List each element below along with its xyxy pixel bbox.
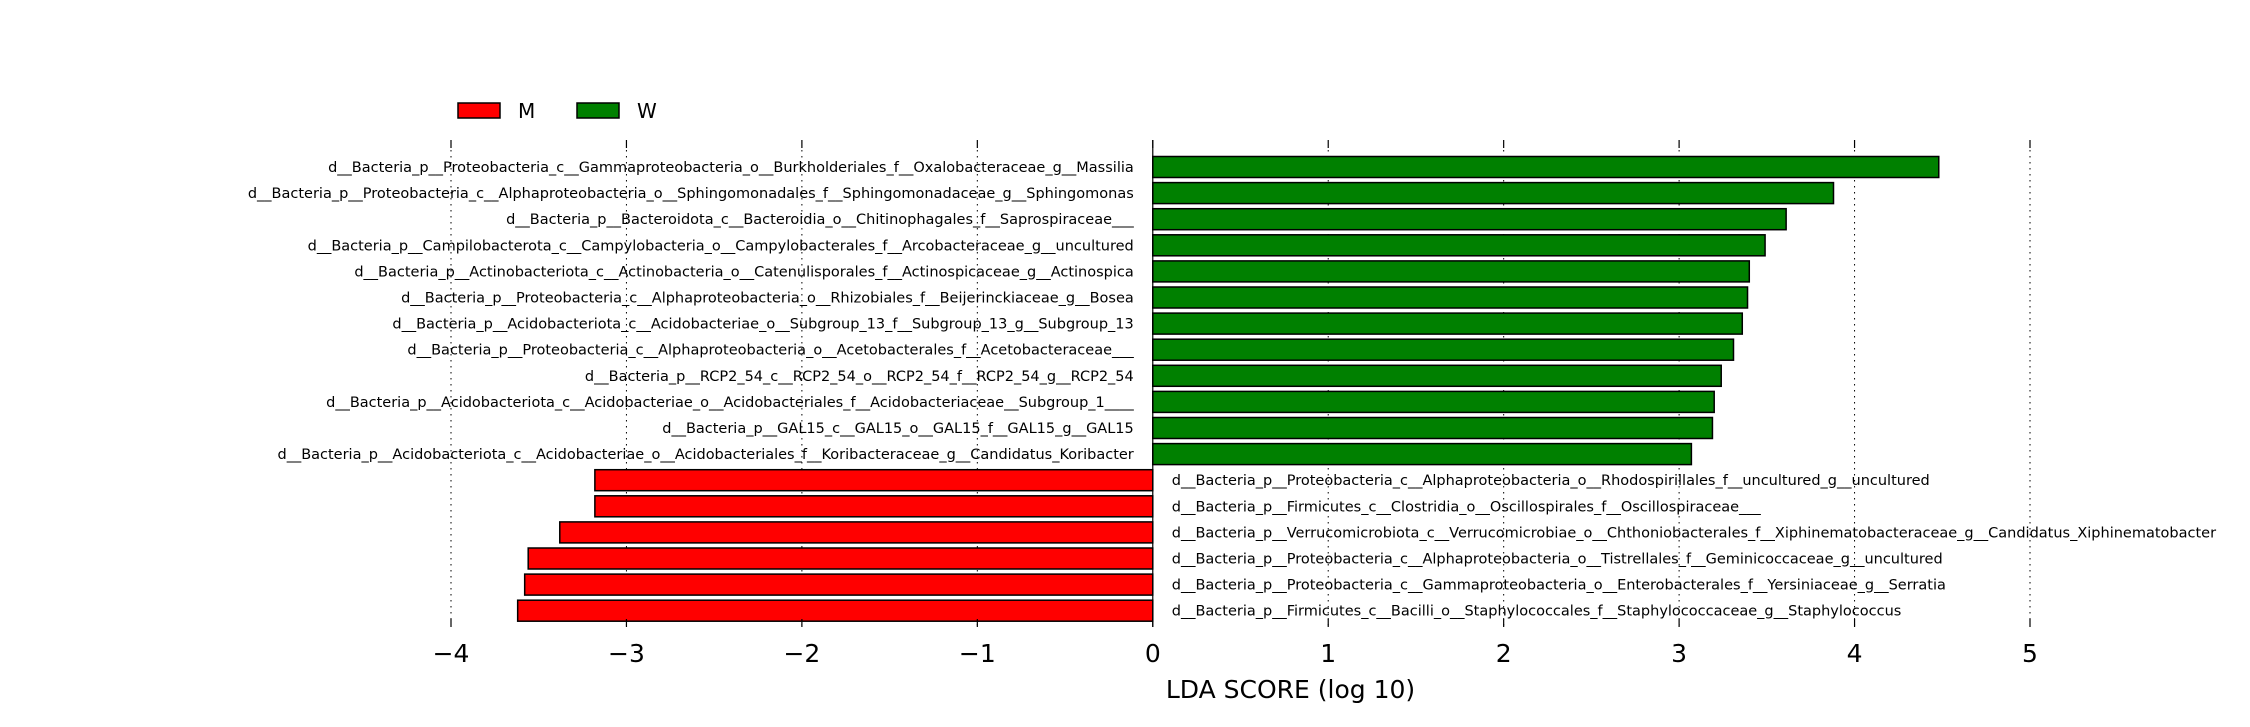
bar-label: d__Bacteria_p__Firmicutes_c__Clostridia_… xyxy=(1172,499,1762,515)
bar xyxy=(1152,207,1787,231)
tick-label: 1 xyxy=(1320,639,1336,668)
bar xyxy=(594,468,1154,492)
bar-label: d__Bacteria_p__Verrucomicrobiota_c__Verr… xyxy=(1172,525,2216,541)
tick-label: −3 xyxy=(608,639,645,668)
bar-label: d__Bacteria_p__GAL15_c__GAL15_o__GAL15_f… xyxy=(662,421,1134,437)
bar-label: d__Bacteria_p__Proteobacteria_c__Alphapr… xyxy=(248,186,1134,202)
bar xyxy=(527,547,1154,570)
bar xyxy=(1152,260,1751,283)
x-axis: −4 −3 −2 −1 0 1 2 3 4 5 xyxy=(433,140,2038,668)
bar xyxy=(594,495,1154,518)
bar xyxy=(1152,442,1693,466)
bar xyxy=(516,599,1154,622)
bar-label: d__Bacteria_p__Actinobacteriota_c__Actin… xyxy=(354,264,1133,280)
tick-label: 0 xyxy=(1145,639,1161,668)
legend-label: M xyxy=(518,99,535,123)
bar-label: d__Bacteria_p__Acidobacteriota_c__Acidob… xyxy=(326,395,1134,411)
bar-label: d__Bacteria_p__Acidobacteriota_c__Acidob… xyxy=(392,317,1133,333)
bar xyxy=(559,521,1154,544)
bar xyxy=(1152,390,1715,414)
tick-label: −2 xyxy=(783,639,820,668)
bar xyxy=(1152,286,1749,309)
bar-label: d__Bacteria_p__Acidobacteriota_c__Acidob… xyxy=(277,447,1133,463)
bar-label: d__Bacteria_p__Bacteroidota_c__Bacteroid… xyxy=(506,212,1134,228)
tick-label: −4 xyxy=(433,639,470,668)
tick-label: 5 xyxy=(2022,639,2038,668)
bar xyxy=(523,573,1154,596)
bar-label: d__Bacteria_p__Proteobacteria_c__Gammapr… xyxy=(328,160,1134,176)
bar xyxy=(1152,364,1722,388)
bar-labels: d__Bacteria_p__Proteobacteria_c__Gammapr… xyxy=(248,160,2216,620)
legend-swatch xyxy=(457,102,501,119)
bar-label: d__Bacteria_p__Proteobacteria_c__Alphapr… xyxy=(401,291,1134,307)
bar-label: d__Bacteria_p__Proteobacteria_c__Alphapr… xyxy=(407,343,1134,359)
bar-label: d__Bacteria_p__Firmicutes_c__Bacilli_o__… xyxy=(1172,604,1902,620)
bar xyxy=(1152,155,1940,179)
bar-label: d__Bacteria_p__Proteobacteria_c__Gammapr… xyxy=(1172,578,1946,594)
bar-label: d__Bacteria_p__Proteobacteria_c__Alphapr… xyxy=(1172,473,1930,489)
tick-label: −1 xyxy=(959,639,996,668)
tick-label: 4 xyxy=(1847,639,1863,668)
bar xyxy=(1152,181,1835,205)
bar-label: d__Bacteria_p__Campilobacterota_c__Campy… xyxy=(308,238,1134,254)
bars xyxy=(516,155,1940,622)
tick-label: 2 xyxy=(1496,639,1512,668)
legend-swatch xyxy=(576,102,620,119)
bar xyxy=(1152,338,1735,361)
bar xyxy=(1152,416,1714,440)
bar-label: d__Bacteria_p__Proteobacteria_c__Alphapr… xyxy=(1172,552,1943,568)
x-axis-title: LDA SCORE (log 10) xyxy=(1166,675,1415,704)
legend-label: W xyxy=(637,99,657,123)
bar xyxy=(1152,312,1744,335)
tick-label: 3 xyxy=(1671,639,1687,668)
bar-label: d__Bacteria_p__RCP2_54_c__RCP2_54_o__RCP… xyxy=(585,369,1134,385)
bar xyxy=(1152,234,1766,257)
